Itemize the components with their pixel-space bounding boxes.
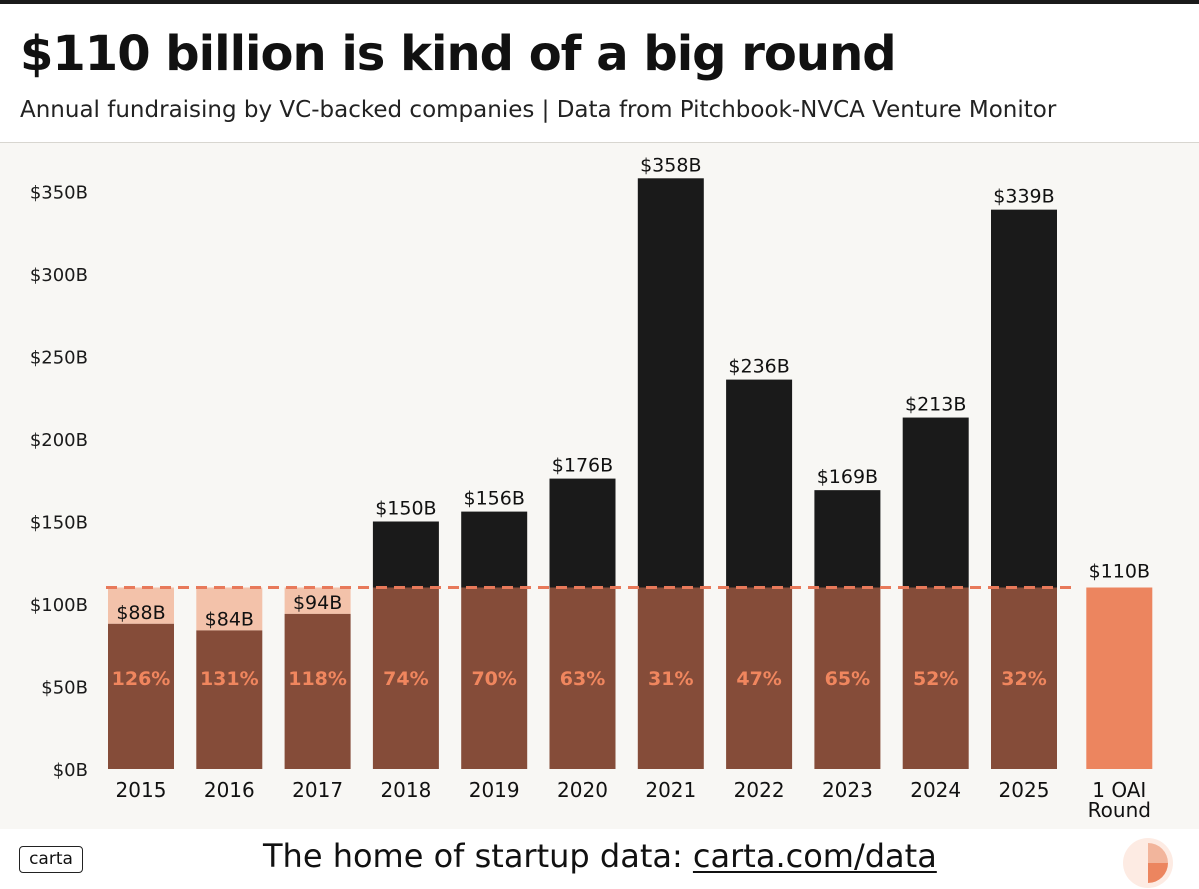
x-tick-label: 2021	[645, 778, 696, 802]
bar-value-label: $88B	[116, 602, 165, 624]
carta-data-link[interactable]: carta.com/data	[692, 837, 937, 875]
total-bar-segment	[549, 478, 616, 588]
oai-share-label: 118%	[288, 668, 347, 690]
bar-value-label: $84B	[205, 608, 254, 630]
oai-equivalent-segment	[637, 587, 704, 769]
oai-share-label: 31%	[648, 668, 693, 690]
bar-value-label: $213B	[905, 394, 966, 416]
y-tick-label: $0B	[53, 760, 88, 781]
x-tick-label: 2017	[292, 778, 343, 802]
footer-tagline: The home of startup data: carta.com/data	[263, 837, 937, 875]
bar-value-label: $156B	[464, 488, 525, 510]
y-tick-label: $350B	[30, 183, 88, 204]
footer: carta The home of startup data: carta.co…	[0, 829, 1199, 888]
chart-subtitle: Annual fundraising by VC-backed companie…	[20, 97, 1057, 123]
x-tick-label: 2016	[204, 778, 255, 802]
x-tick-label: 2023	[822, 778, 873, 802]
oai-share-label: 63%	[560, 668, 605, 690]
tagline-prefix: The home of startup data:	[263, 837, 693, 875]
y-tick-label: $50B	[41, 678, 88, 699]
total-bar-segment	[637, 178, 704, 588]
oai-equivalent-segment	[991, 587, 1057, 769]
brand-mark-icon	[1123, 838, 1173, 888]
total-bar-segment	[726, 379, 793, 588]
chart-header: $110 billion is kind of a big round Annu…	[0, 4, 1199, 142]
oai-equivalent-segment	[372, 587, 439, 769]
oai-equivalent-segment	[902, 587, 969, 769]
y-tick-label: $200B	[30, 430, 88, 451]
oai-share-label: 126%	[112, 668, 171, 690]
chart-title: $110 billion is kind of a big round	[20, 26, 897, 82]
y-tick-label: $300B	[30, 265, 88, 286]
oai-equivalent-segment	[726, 587, 793, 769]
x-tick-label: 2025	[999, 778, 1050, 802]
oai-round-category-label: 1 OAI	[1092, 778, 1146, 802]
total-bar-segment	[814, 490, 881, 588]
bar-value-label: $94B	[293, 592, 342, 614]
bar-value-label: $176B	[552, 455, 613, 477]
oai-share-label: 65%	[825, 668, 870, 690]
bar-chart: $0B $50B $100B $150B $200B $250B $300B $350B $88…	[30, 154, 1153, 822]
bar-value-label: $339B	[993, 186, 1054, 208]
y-tick-label: $150B	[30, 513, 88, 534]
oai-share-label: 70%	[471, 668, 516, 690]
oai-round-value-label: $110B	[1089, 561, 1150, 583]
shortfall-segment	[284, 587, 351, 614]
oai-round-category-label: Round	[1088, 798, 1151, 822]
bar-value-label: $236B	[728, 356, 789, 378]
total-bar-segment	[991, 209, 1057, 588]
oai-share-label: 47%	[736, 668, 781, 690]
total-bar-segment	[902, 417, 969, 588]
top-rule	[0, 0, 1199, 4]
oai-share-label: 52%	[913, 668, 958, 690]
bar-value-label: $150B	[375, 498, 436, 520]
carta-logo[interactable]: carta	[19, 846, 83, 873]
total-bar-segment	[461, 511, 528, 588]
shortfall-segment	[108, 587, 174, 624]
oai-equivalent-segment	[196, 630, 263, 769]
x-tick-label: 2020	[557, 778, 608, 802]
bar-value-label: $358B	[640, 154, 701, 176]
oai-share-label: 131%	[200, 668, 259, 690]
y-tick-label: $100B	[30, 595, 88, 616]
oai-share-label: 74%	[383, 668, 428, 690]
x-tick-label: 2015	[116, 778, 167, 802]
x-tick-label: 2019	[469, 778, 520, 802]
x-tick-label: 2022	[734, 778, 785, 802]
shortfall-segment	[196, 587, 263, 631]
oai-share-label: 32%	[1001, 668, 1046, 690]
oai-equivalent-segment	[549, 587, 616, 769]
y-tick-label: $250B	[30, 348, 88, 369]
oai-equivalent-segment	[814, 587, 881, 769]
x-tick-label: 2024	[910, 778, 961, 802]
oai-equivalent-segment	[284, 613, 351, 769]
oai-equivalent-segment	[108, 623, 174, 769]
total-bar-segment	[372, 521, 439, 588]
oai-equivalent-segment	[461, 587, 528, 769]
bar-value-label: $169B	[817, 466, 878, 488]
x-tick-label: 2018	[380, 778, 431, 802]
oai-round-bar	[1086, 587, 1153, 769]
